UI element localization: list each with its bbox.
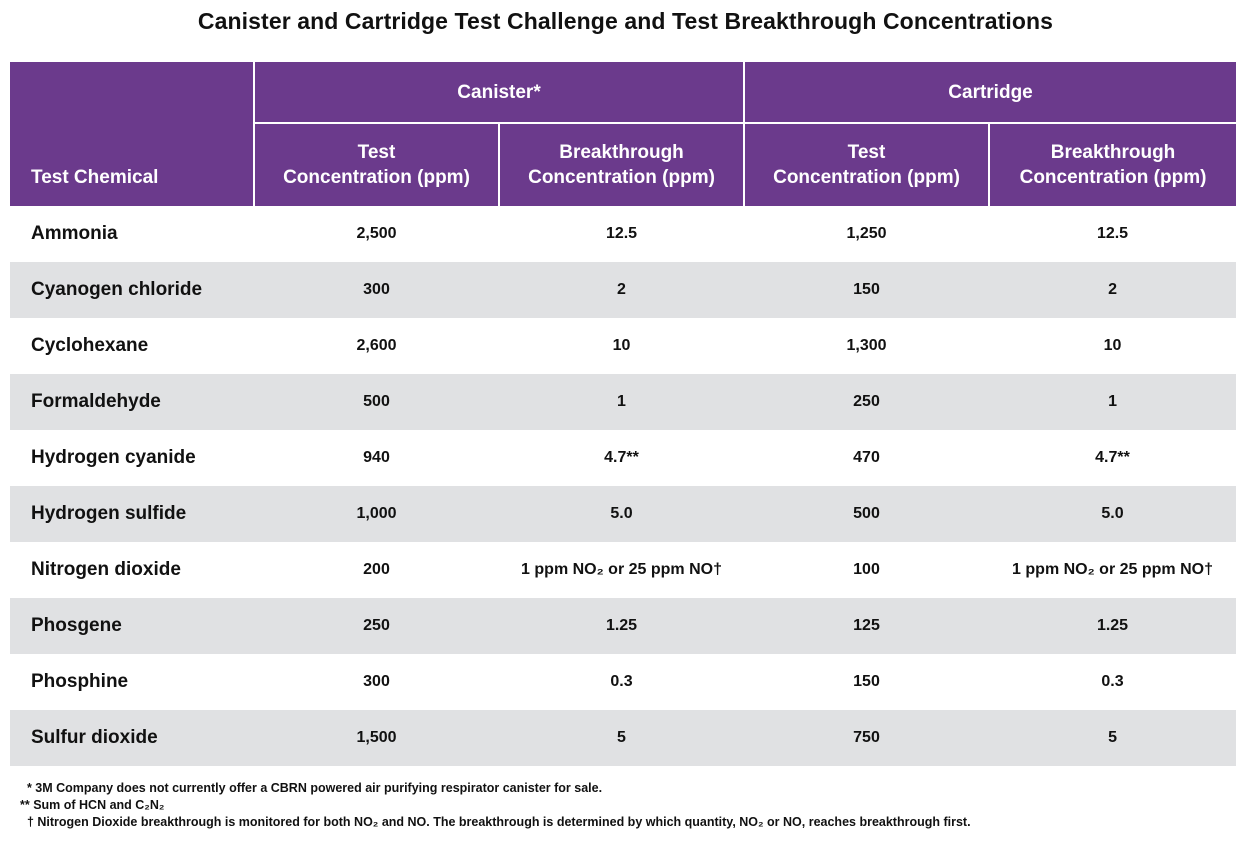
cartridge-test-value: 750 (744, 710, 990, 766)
table-row: Hydrogen sulfide 1,000 5.0 500 5.0 (10, 486, 1237, 542)
cartridge-breakthrough-value: 1.25 (989, 598, 1237, 654)
cartridge-test-value: 1,250 (846, 225, 887, 242)
canister-breakthrough-value: 10 (612, 337, 631, 354)
canister-test-value: 250 (254, 598, 499, 654)
table-row: Cyanogen chloride 300 2 150 2 (10, 262, 1237, 318)
canister-test-value: 1,500 (254, 710, 499, 766)
header-cartridge-test-concentration: Test Concentration (ppm) (744, 123, 991, 206)
canister-breakthrough-value: 1.25 (499, 598, 745, 654)
footnote-canister: * 3M Company does not currently offer a … (20, 781, 603, 795)
cartridge-breakthrough-value: 12.5 (1096, 225, 1129, 242)
canister-breakthrough-value: 1 (499, 374, 745, 430)
header-line: Test (847, 142, 886, 163)
header-line: Concentration (ppm) (1019, 167, 1207, 188)
table-row: Sulfur dioxide 1,500 5 750 5 (10, 710, 1237, 766)
header-test-chemical: Test Chemical (10, 62, 255, 206)
cartridge-breakthrough-value: 5 (989, 710, 1237, 766)
header-sub-row: Test Concentration (ppm) Breakthrough Co… (10, 123, 1237, 206)
header-line: Breakthrough (559, 142, 684, 163)
chemical-name: Nitrogen dioxide (31, 559, 181, 580)
cartridge-breakthrough-value: 4.7** (1095, 449, 1130, 466)
canister-breakthrough-value: 1 ppm NO₂ or 25 ppm NO† (521, 561, 722, 578)
cartridge-breakthrough-value: 5.0 (989, 486, 1237, 542)
header-group-cartridge: Cartridge (744, 62, 1237, 124)
cartridge-breakthrough-value: 10 (1103, 337, 1122, 354)
header-line: Concentration (ppm) (528, 167, 715, 188)
canister-test-value: 300 (254, 262, 499, 318)
table-row: Formaldehyde 500 1 250 1 (10, 374, 1237, 430)
concentration-table: Test Chemical Canister* Cartridge Test C… (10, 62, 1237, 766)
table-row: Cyclohexane 2,600 10 1,300 10 (10, 318, 1236, 374)
cartridge-breakthrough-value: 1 (989, 374, 1237, 430)
header-line: Concentration (ppm) (283, 167, 470, 188)
chemical-name: Cyclohexane (31, 335, 149, 356)
chemical-name: Formaldehyde (10, 374, 254, 430)
canister-breakthrough-value: 5.0 (499, 486, 745, 542)
canister-test-value: 2,500 (356, 225, 397, 242)
chemical-name: Phosgene (10, 598, 254, 654)
table-row: Phosgene 250 1.25 125 1.25 (10, 598, 1237, 654)
cartridge-test-value: 150 (744, 262, 990, 318)
canister-test-value: 1,000 (254, 486, 499, 542)
header-canister-breakthrough-concentration: Breakthrough Concentration (ppm) (499, 123, 746, 206)
header-cartridge-breakthrough-concentration: Breakthrough Concentration (ppm) (989, 123, 1237, 206)
cartridge-test-value: 100 (853, 561, 880, 578)
cartridge-breakthrough-value: 2 (989, 262, 1237, 318)
cartridge-breakthrough-value: 0.3 (1101, 673, 1124, 690)
table-row: Ammonia 2,500 12.5 1,250 12.5 (10, 206, 1236, 262)
chemical-name: Hydrogen cyanide (31, 447, 196, 468)
header-canister-test-concentration: Test Concentration (ppm) (254, 123, 500, 206)
table-row: Nitrogen dioxide 200 1 ppm NO₂ or 25 ppm… (10, 542, 1236, 598)
cartridge-test-value: 125 (744, 598, 990, 654)
canister-test-value: 2,600 (356, 337, 397, 354)
footnote-hcn: ** Sum of HCN and C₂N₂ (20, 798, 165, 812)
cartridge-test-value: 150 (853, 673, 880, 690)
canister-breakthrough-value: 4.7** (604, 449, 639, 466)
table-row: Hydrogen cyanide 940 4.7** 470 4.7** (10, 430, 1236, 486)
cartridge-test-value: 250 (744, 374, 990, 430)
canister-test-value: 940 (363, 449, 390, 466)
chemical-name: Sulfur dioxide (10, 710, 254, 766)
canister-test-value: 500 (254, 374, 499, 430)
cartridge-test-value: 470 (853, 449, 880, 466)
header-line: Concentration (ppm) (773, 167, 960, 188)
page-title: Canister and Cartridge Test Challenge an… (197, 8, 1054, 34)
footnotes: * 3M Company does not currently offer a … (20, 780, 971, 831)
footnote-no2: † Nitrogen Dioxide breakthrough is monit… (20, 815, 971, 829)
canister-breakthrough-value: 2 (499, 262, 745, 318)
chemical-name: Phosphine (31, 671, 129, 692)
header-line: Breakthrough (1050, 142, 1176, 163)
canister-test-value: 300 (363, 673, 390, 690)
canister-test-value: 200 (363, 561, 390, 578)
chemical-name: Cyanogen chloride (10, 262, 254, 318)
chemical-name: Hydrogen sulfide (10, 486, 254, 542)
cartridge-test-value: 1,300 (846, 337, 887, 354)
table-row: Phosphine 300 0.3 150 0.3 (10, 654, 1236, 710)
canister-breakthrough-value: 5 (499, 710, 745, 766)
cartridge-breakthrough-value: 1 ppm NO₂ or 25 ppm NO† (1012, 561, 1213, 578)
chemical-name: Ammonia (31, 223, 118, 244)
canister-breakthrough-value: 12.5 (605, 225, 638, 242)
header-group-canister: Canister* (254, 62, 746, 124)
header-line: Test (357, 142, 396, 163)
cartridge-test-value: 500 (744, 486, 990, 542)
canister-breakthrough-value: 0.3 (610, 673, 633, 690)
header-group-row: Test Chemical Canister* Cartridge (10, 62, 1237, 206)
